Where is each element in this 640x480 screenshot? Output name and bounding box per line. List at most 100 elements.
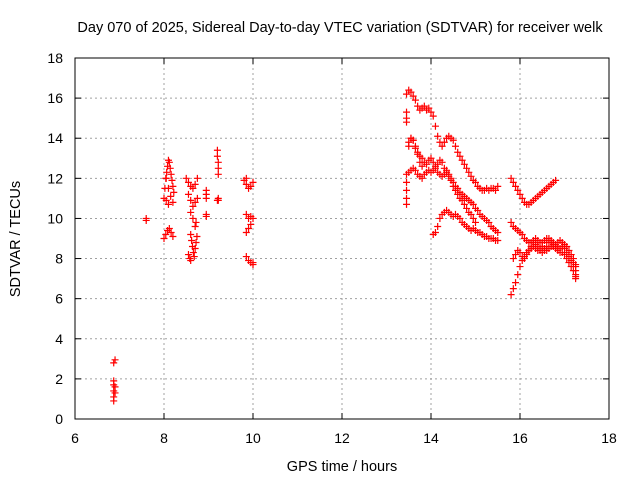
data-point — [434, 132, 442, 140]
data-point — [414, 150, 422, 158]
data-point — [213, 146, 221, 154]
data-point — [214, 170, 222, 178]
data-point — [440, 138, 448, 146]
data-point — [512, 279, 520, 287]
data-point — [516, 190, 524, 198]
data-point — [191, 222, 199, 230]
x-tick-label: 8 — [160, 430, 168, 446]
data-point — [242, 180, 250, 188]
data-point — [492, 186, 500, 194]
y-tick-label: 8 — [55, 251, 63, 267]
data-point — [187, 196, 195, 204]
data-point — [509, 178, 517, 186]
data-point — [189, 184, 197, 192]
data-point — [249, 214, 257, 222]
data-point — [164, 184, 172, 192]
data-point — [191, 180, 199, 188]
data-point — [169, 182, 177, 190]
data-point — [403, 186, 411, 194]
data-point — [494, 182, 502, 190]
data-point — [403, 200, 411, 208]
data-point — [420, 102, 428, 110]
series-track-F — [507, 174, 560, 208]
data-point — [411, 96, 419, 104]
data-point — [445, 172, 453, 180]
data-point — [405, 142, 413, 150]
data-point — [202, 194, 210, 202]
y-tick-label: 2 — [55, 371, 63, 387]
data-point — [162, 174, 170, 182]
data-point — [242, 228, 250, 236]
data-point — [565, 253, 573, 261]
data-point — [184, 190, 192, 198]
series-track-A — [403, 86, 502, 194]
data-point — [418, 154, 426, 162]
data-point — [190, 253, 198, 261]
data-point — [507, 291, 515, 299]
data-point — [167, 192, 175, 200]
data-point — [427, 154, 435, 162]
data-point — [463, 164, 471, 172]
data-point — [187, 208, 195, 216]
data-point — [514, 271, 522, 279]
data-point — [213, 196, 221, 204]
data-point — [214, 164, 222, 172]
data-point — [454, 148, 462, 156]
data-point — [429, 158, 437, 166]
series-track-E — [429, 206, 502, 245]
data-point — [245, 224, 253, 232]
data-point — [416, 158, 424, 166]
data-point — [407, 88, 415, 96]
series-cluster-7.6h — [142, 214, 150, 224]
data-point — [184, 178, 192, 186]
data-point — [189, 214, 197, 222]
y-tick-label: 14 — [47, 130, 63, 146]
data-point — [167, 170, 175, 178]
data-point — [472, 178, 479, 186]
data-point — [411, 166, 419, 174]
data-point — [247, 220, 255, 228]
data-point — [169, 232, 177, 240]
data-point — [516, 249, 524, 257]
data-point — [192, 239, 200, 247]
data-point — [411, 144, 419, 152]
data-point — [460, 200, 468, 208]
data-point — [449, 182, 457, 190]
data-point — [467, 172, 475, 180]
y-tick-labels: 0 2 4 6 8 10 12 14 16 18 — [47, 50, 63, 427]
data-point — [213, 152, 221, 160]
data-point — [242, 174, 250, 182]
data-point — [403, 114, 411, 122]
data-point — [438, 142, 446, 150]
data-point — [249, 259, 257, 267]
series-cluster-8.1h — [160, 156, 178, 242]
data-point — [184, 251, 192, 259]
data-point — [451, 142, 459, 150]
data-point — [409, 136, 417, 144]
data-point — [518, 194, 526, 202]
data-point — [552, 176, 560, 184]
data-point — [111, 356, 119, 364]
data-point — [427, 108, 435, 116]
data-point — [193, 194, 201, 202]
data-point — [507, 174, 515, 182]
data-point — [509, 285, 517, 293]
data-point — [494, 228, 502, 236]
data-point — [447, 176, 455, 184]
series-cluster-9.0h — [202, 186, 210, 220]
data-point — [474, 206, 482, 214]
data-point — [494, 237, 502, 245]
data-point — [164, 200, 172, 208]
data-point — [193, 232, 201, 240]
y-tick-label: 0 — [55, 411, 63, 427]
series-track-B — [403, 108, 502, 236]
data-point — [572, 263, 580, 271]
data-point — [165, 158, 173, 166]
data-point — [572, 275, 580, 283]
y-tick-label: 6 — [55, 291, 63, 307]
data-point — [170, 188, 178, 196]
data-point — [409, 92, 417, 100]
x-tick-label: 10 — [245, 430, 261, 446]
data-point — [469, 214, 477, 222]
data-point — [403, 108, 411, 116]
